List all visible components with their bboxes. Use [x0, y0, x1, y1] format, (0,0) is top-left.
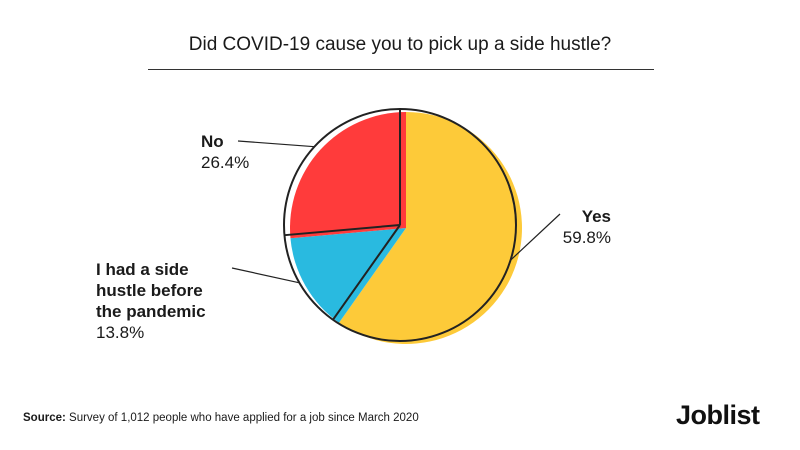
- source-prefix: Source:: [23, 412, 66, 424]
- joblist-logo: Joblist: [676, 400, 760, 430]
- slice-label-yes-value: 59.8%: [562, 228, 611, 247]
- leader-line-side-hustle: [231, 267, 300, 284]
- leader-line-yes: [510, 213, 561, 261]
- title-divider: [148, 69, 654, 70]
- pie-slice-fill-0: [339, 112, 523, 344]
- slice-label-no-value: 26.4%: [201, 153, 250, 172]
- slice-label-side-hustle-value: 13.8%: [96, 323, 145, 342]
- slice-label-yes: Yes 59.8%: [540, 206, 611, 248]
- leader-line-no: [237, 140, 315, 148]
- slice-label-side-hustle-name: I had a side hustle before the pandemic: [96, 260, 206, 321]
- slice-label-no-name: No: [201, 132, 224, 151]
- slice-label-no: No 26.4%: [201, 131, 249, 173]
- source-note: Source: Survey of 1,012 people who have …: [23, 412, 419, 424]
- pie-slice-divider-1: [332, 224, 401, 321]
- slice-label-yes-name: Yes: [581, 207, 611, 226]
- chart-title: Did COVID-19 cause you to pick up a side…: [188, 34, 612, 55]
- pie-slice-fill-2: [290, 112, 406, 239]
- source-text: Survey of 1,012 people who have applied …: [65, 412, 419, 424]
- pie-slice-divider-2: [284, 224, 401, 237]
- pie-slice-fill-1: [290, 228, 406, 323]
- slice-label-side-hustle: I had a side hustle before the pandemic …: [96, 259, 226, 343]
